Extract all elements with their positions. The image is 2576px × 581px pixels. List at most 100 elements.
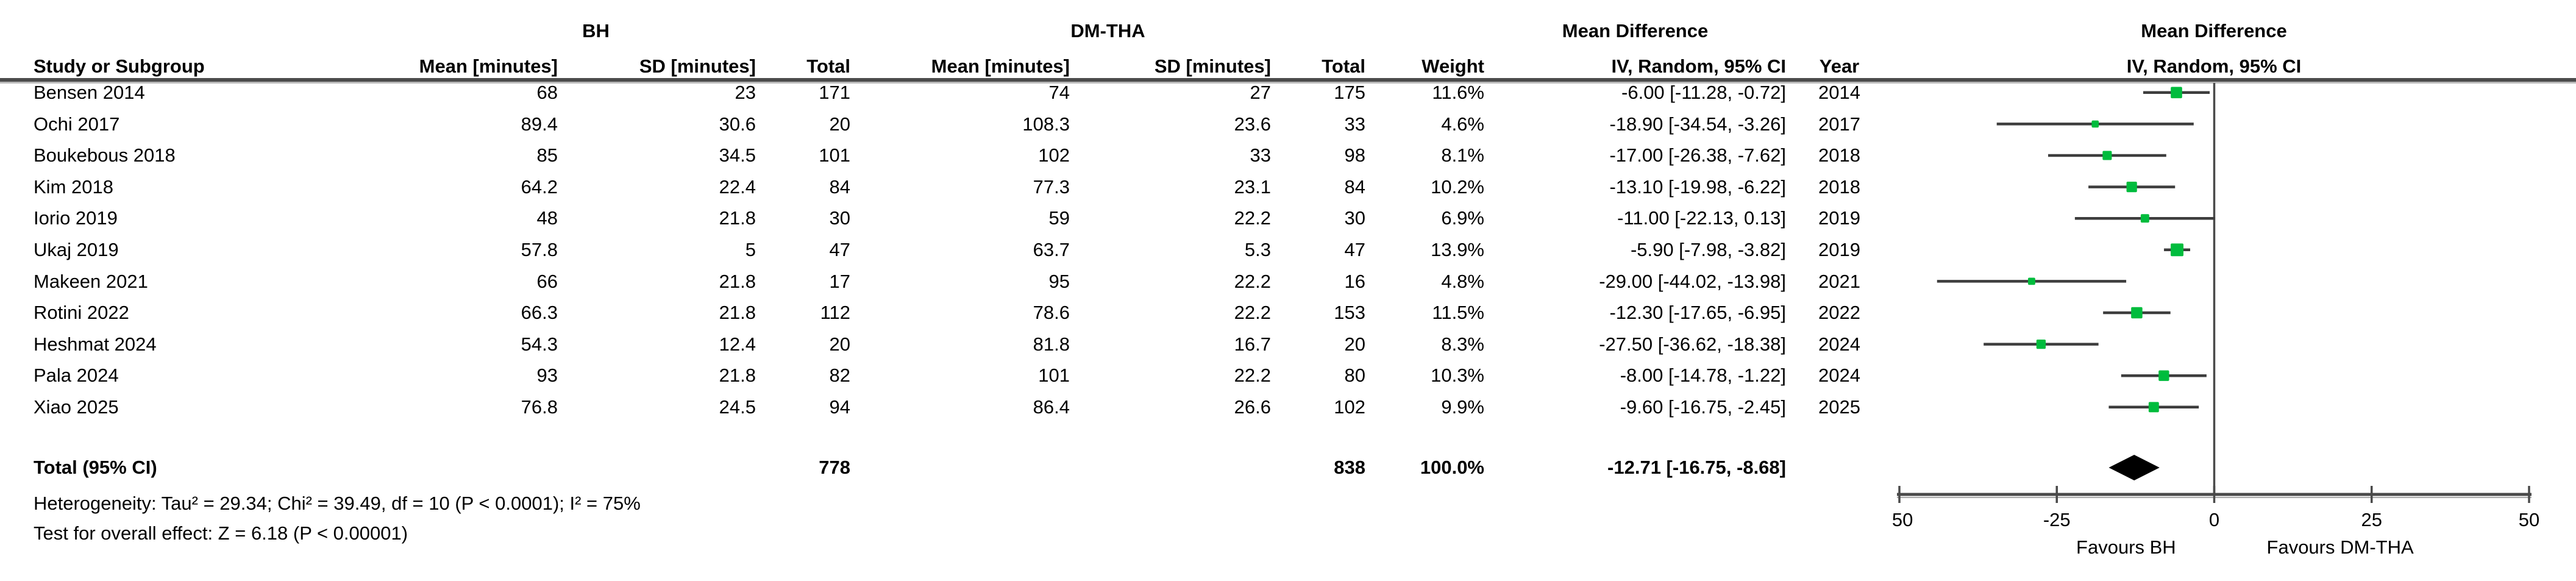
study-name: Iorio 2019 — [34, 207, 118, 229]
heterogeneity-note: Heterogeneity: Tau² = 29.34; Chi² = 39.4… — [34, 493, 641, 514]
dm-mean-cell: 95 — [1048, 270, 1070, 292]
bh-mean-cell: 64.2 — [521, 176, 558, 198]
study-row: Bensen 2014 68 23 171 74 27 175 11.6% -6.00 [-11… — [0, 77, 1893, 109]
bh-sd-cell: 22.4 — [719, 176, 756, 198]
col-header-dm-mean: Mean [minutes] — [931, 55, 1070, 77]
favours-right-label: Favours DM-THA — [2267, 536, 2414, 558]
md-ci-cell: -9.60 [-16.75, -2.45] — [1620, 396, 1786, 418]
bh-sd-cell: 12.4 — [719, 333, 756, 355]
study-row: Ochi 2017 89.4 30.6 20 108.3 23.6 33 4.6% -18.90… — [0, 109, 1893, 140]
group-header-mean-difference-plot: Mean Difference — [2141, 20, 2287, 41]
point-estimate-marker — [2158, 370, 2169, 381]
year-cell: 2014 — [1818, 82, 1860, 103]
study-row: Kim 2018 64.2 22.4 84 77.3 23.1 84 10.2% -13.10 … — [0, 171, 1893, 203]
year-cell: 2022 — [1818, 302, 1860, 324]
bh-mean-cell: 85 — [536, 144, 558, 166]
bh-mean-cell: 66.3 — [521, 302, 558, 324]
md-ci-cell: -29.00 [-44.02, -13.98] — [1599, 270, 1786, 292]
dm-sd-cell: 5.3 — [1244, 239, 1271, 260]
overall-effect-note: Test for overall effect: Z = 6.18 (P < 0… — [34, 522, 408, 544]
dm-total-cell: 20 — [1344, 333, 1365, 355]
md-ci-cell: -5.90 [-7.98, -3.82] — [1630, 239, 1786, 260]
dm-sd-cell: 23.6 — [1234, 113, 1271, 135]
col-header-study: Study or Subgroup — [34, 55, 205, 77]
bh-sd-cell: 21.8 — [719, 207, 756, 229]
study-name: Kim 2018 — [34, 176, 113, 198]
bh-mean-cell: 66 — [536, 270, 558, 292]
bh-total-cell: 47 — [829, 239, 850, 260]
md-ci-cell: -17.00 [-26.38, -7.62] — [1609, 144, 1786, 166]
year-cell: 2017 — [1818, 113, 1860, 135]
year-cell: 2019 — [1818, 207, 1860, 229]
col-header-dm-sd: SD [minutes] — [1154, 55, 1271, 77]
md-ci-cell: -27.50 [-36.62, -18.38] — [1599, 333, 1786, 355]
bh-total-cell: 84 — [829, 176, 850, 198]
study-row: Ukaj 2019 57.8 5 47 63.7 5.3 47 13.9% -5.90 [-7.… — [0, 234, 1893, 266]
dm-mean-cell: 77.3 — [1033, 176, 1070, 198]
dm-mean-cell: 63.7 — [1033, 239, 1070, 260]
weight-cell: 13.9% — [1431, 239, 1484, 260]
axis-tick-label: -50 — [1893, 509, 1913, 530]
weight-cell: 4.6% — [1441, 113, 1484, 135]
dm-total-cell: 102 — [1334, 396, 1365, 418]
bh-mean-cell: 57.8 — [521, 239, 558, 260]
study-row: Makeen 2021 66 21.8 17 95 22.2 16 4.8% -29.00 [-… — [0, 266, 1893, 298]
weight-cell: 6.9% — [1441, 207, 1484, 229]
col-header-dm-total: Total — [1322, 55, 1365, 77]
weight-cell: 11.5% — [1432, 302, 1484, 324]
dm-total-cell: 47 — [1344, 239, 1365, 260]
dm-total-cell: 33 — [1344, 113, 1365, 135]
group-header-mean-difference-table: Mean Difference — [1562, 20, 1709, 41]
md-ci-cell: -12.30 [-17.65, -6.95] — [1609, 302, 1786, 324]
header-rule — [0, 78, 2576, 82]
dm-total-cell: 98 — [1344, 144, 1365, 166]
weight-cell: 10.2% — [1431, 176, 1484, 198]
col-header-weight: Weight — [1421, 55, 1484, 77]
col-header-year: Year — [1819, 55, 1860, 77]
weight-cell: 8.3% — [1441, 333, 1484, 355]
point-estimate-marker — [2091, 120, 2099, 128]
total-bh-n: 778 — [819, 457, 850, 478]
bh-total-cell: 171 — [819, 82, 850, 103]
column-header-row: Study or Subgroup Mean [minutes] SD [min… — [0, 54, 1893, 79]
total-weight: 100.0% — [1420, 457, 1484, 478]
bh-total-cell: 82 — [829, 365, 850, 387]
dm-mean-cell: 59 — [1048, 207, 1070, 229]
total-label: Total (95% CI) — [34, 457, 157, 478]
bh-mean-cell: 54.3 — [521, 333, 558, 355]
year-cell: 2024 — [1818, 333, 1860, 355]
point-estimate-marker — [2148, 402, 2159, 413]
study-row: Pala 2024 93 21.8 82 101 22.2 80 10.3% -8.00 [-1… — [0, 360, 1893, 391]
point-estimate-marker — [2131, 307, 2143, 319]
point-estimate-marker — [2140, 214, 2149, 223]
study-row: Heshmat 2024 54.3 12.4 20 81.8 16.7 20 8.3% -27.… — [0, 329, 1893, 360]
favours-left-label: Favours BH — [2076, 536, 2176, 558]
weight-cell: 8.1% — [1441, 144, 1484, 166]
dm-mean-cell: 74 — [1048, 82, 1070, 103]
dm-total-cell: 16 — [1344, 270, 1365, 292]
bh-total-cell: 20 — [829, 113, 850, 135]
point-estimate-marker — [2036, 339, 2046, 349]
study-name: Xiao 2025 — [34, 396, 119, 418]
dm-sd-cell: 22.2 — [1234, 302, 1271, 324]
bh-sd-cell: 21.8 — [719, 365, 756, 387]
weight-cell: 4.8% — [1441, 270, 1484, 292]
dm-sd-cell: 27 — [1250, 82, 1271, 103]
year-cell: 2024 — [1818, 365, 1860, 387]
bh-total-cell: 20 — [829, 333, 850, 355]
study-name: Rotini 2022 — [34, 302, 129, 324]
axis-tick-label: 25 — [2361, 509, 2382, 530]
study-row: Rotini 2022 66.3 21.8 112 78.6 22.2 153 11.5% -1… — [0, 297, 1893, 329]
bh-sd-cell: 34.5 — [719, 144, 756, 166]
study-name: Bensen 2014 — [34, 82, 145, 103]
dm-mean-cell: 81.8 — [1033, 333, 1070, 355]
point-estimate-marker — [2028, 277, 2035, 285]
year-cell: 2019 — [1818, 239, 1860, 260]
total-row: Total (95% CI) 778 838 100.0% -12.71 [-1… — [0, 452, 1893, 483]
bh-sd-cell: 21.8 — [719, 302, 756, 324]
point-estimate-marker — [2126, 182, 2137, 193]
group-header-bh: BH — [582, 20, 610, 41]
forest-plot-canvas: -50 -25 0 25 50 Favours BH Favours DM-THA — [1893, 83, 2539, 558]
dm-sd-cell: 23.1 — [1234, 176, 1271, 198]
